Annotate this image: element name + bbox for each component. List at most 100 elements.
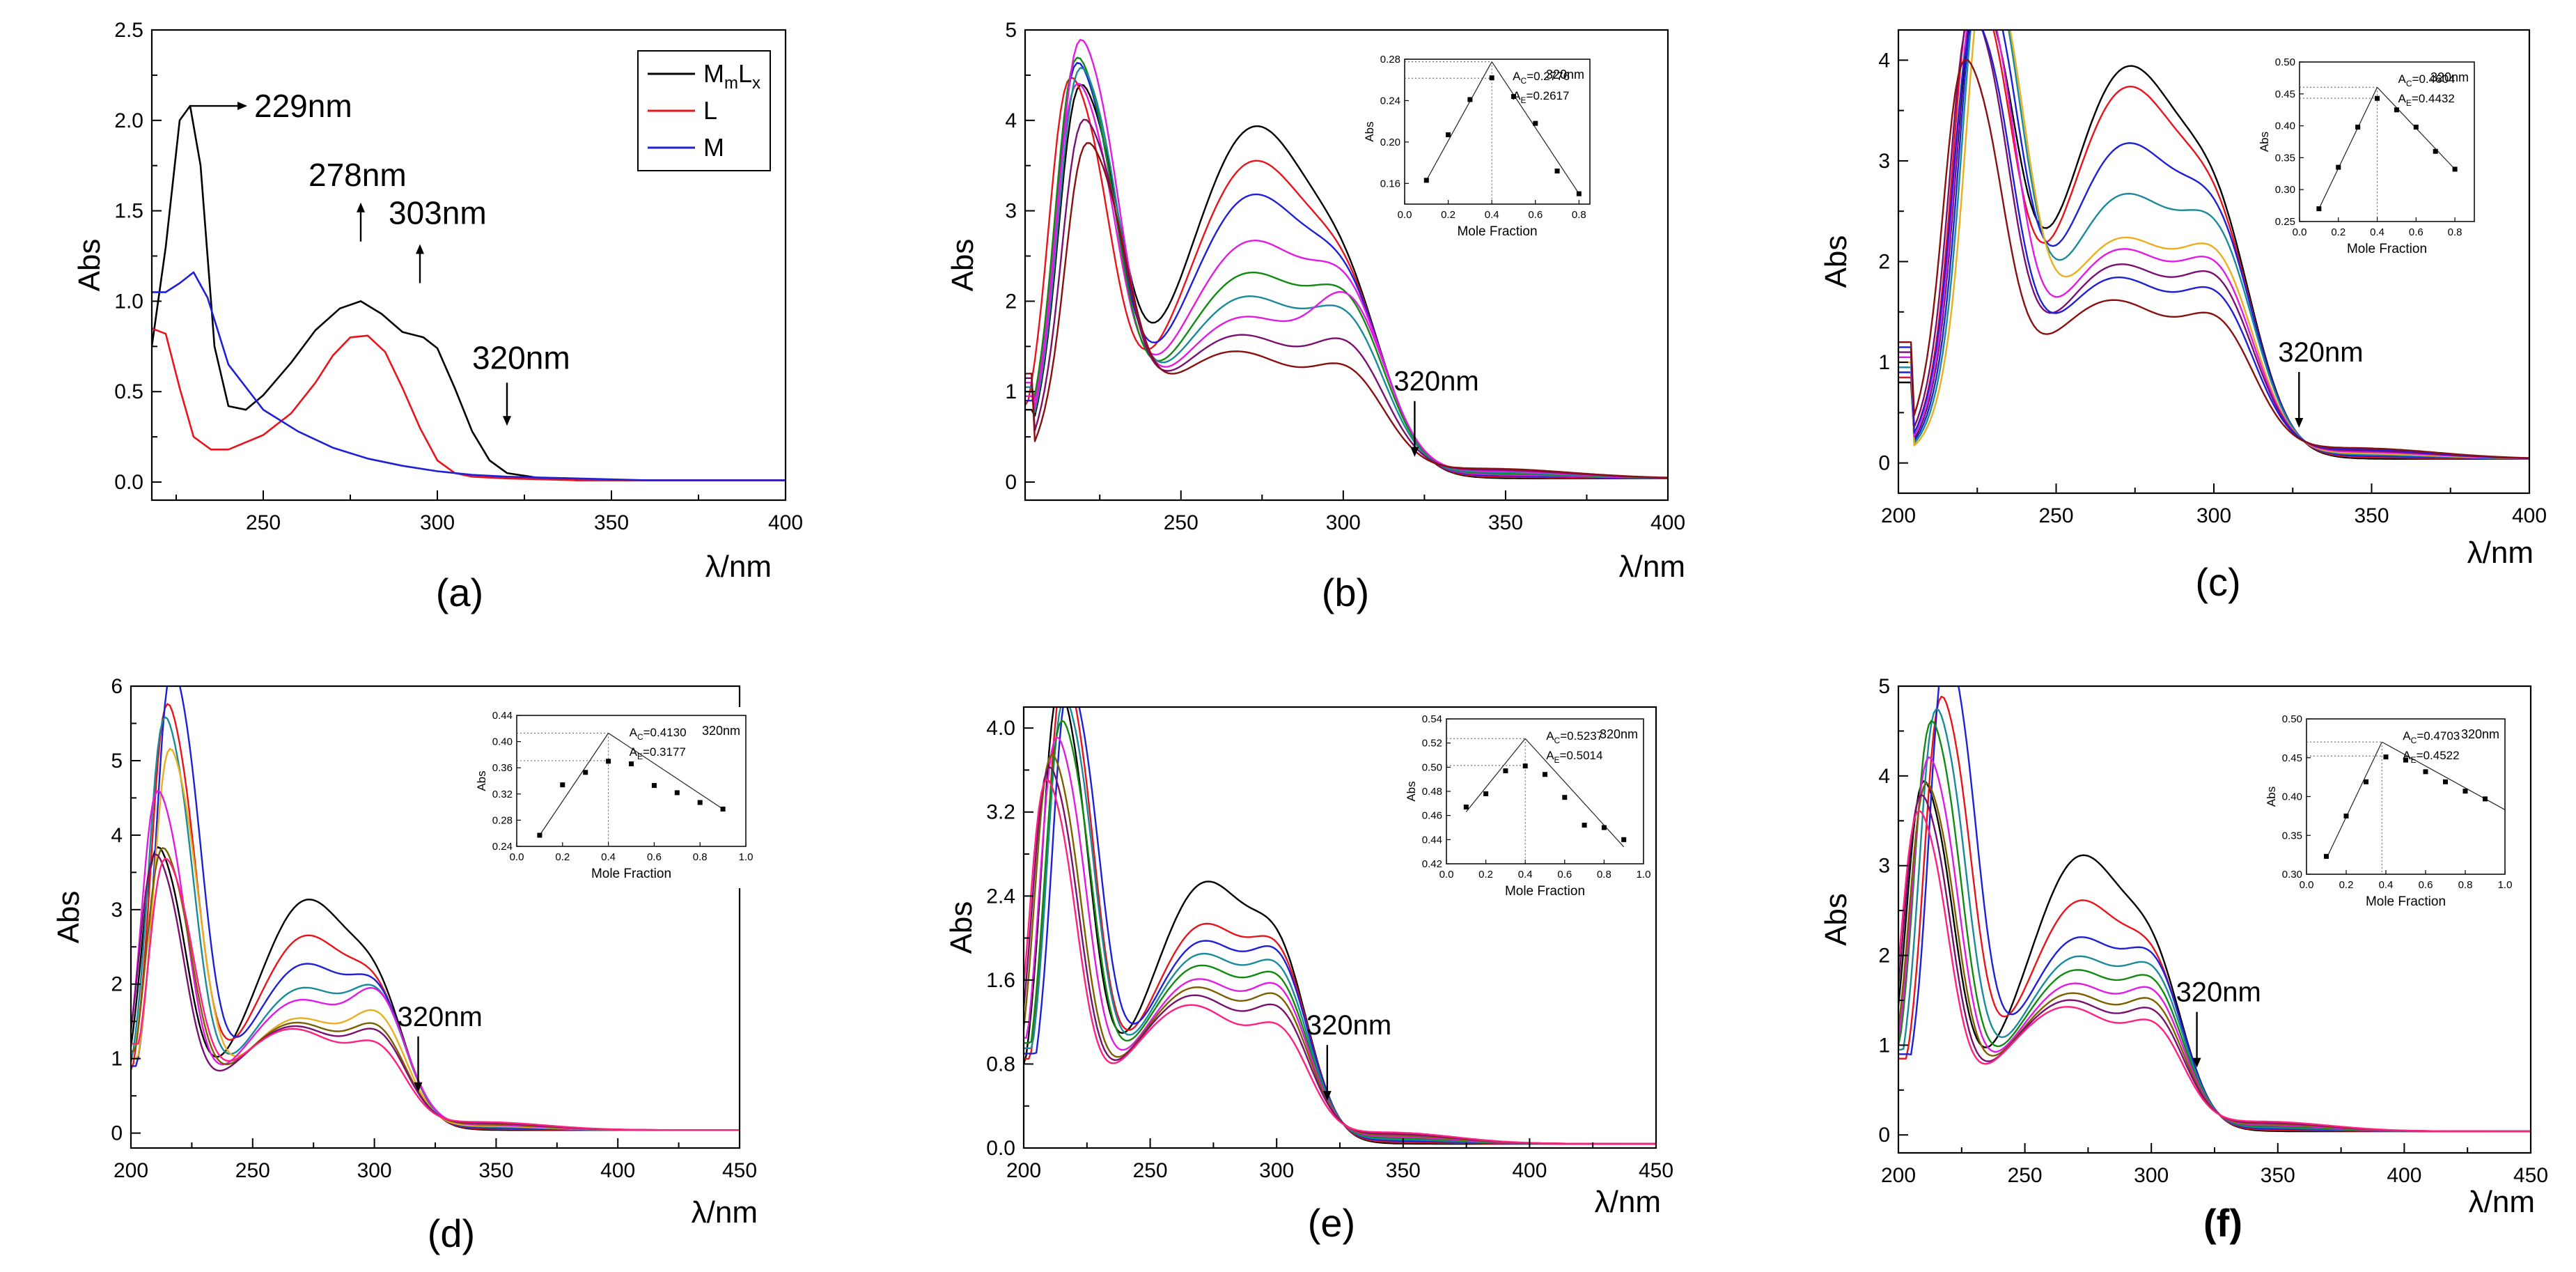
inset-y-tick-label: 0.20 [1380, 137, 1400, 148]
x-tick-label: 450 [2513, 1164, 2548, 1187]
y-tick-label: 2 [1878, 945, 1890, 968]
inset-wavelength: 320nm [2461, 727, 2499, 741]
legend-label: L [703, 96, 717, 125]
inset-y-tick-label: 0.30 [2282, 869, 2302, 881]
inset-x-tick-label: 0.0 [2300, 879, 2314, 891]
x-tick-label: 400 [768, 511, 803, 534]
series-group [131, 686, 740, 1131]
inset-data-point [674, 790, 680, 796]
inset-y-tick-label: 0.45 [2282, 752, 2302, 764]
y-tick-label: 0 [1005, 471, 1017, 494]
inset-x-tick-label: 0.6 [2409, 226, 2423, 238]
inset-data-point [2355, 124, 2361, 130]
legend-label: MmLx [703, 59, 760, 93]
x-tick-label: 200 [114, 1159, 148, 1182]
inset-x-tick-label: 0.0 [1398, 209, 1412, 221]
inset-x-tick-label: 0.8 [1572, 209, 1586, 221]
inset-ac-value: =0.4604 [2412, 72, 2456, 86]
annotation-label: 320nm [2278, 337, 2363, 368]
annotation-label: 303nm [389, 194, 487, 231]
series-line [1898, 30, 2529, 459]
inset-data-point [1543, 772, 1547, 777]
inset-data-point [1533, 121, 1538, 126]
y-axis-label: Abs [944, 901, 978, 954]
inset-fit-line [1426, 61, 1492, 181]
inset-y-label: Abs [2258, 132, 2271, 152]
x-tick-label: 450 [722, 1159, 757, 1182]
inset-chart: 0.0 0.2 0.4 0.6 0.8 1.0 0.24 0.28 0.32 0.36 0.40 0.… [474, 707, 754, 888]
inset-fit-line [1524, 738, 1625, 848]
inset-data-point [2443, 779, 2448, 784]
inset-data-point [1463, 805, 1469, 810]
inset-data-point [1554, 168, 1560, 173]
y-tick-label: 2 [1878, 251, 1890, 274]
annotation: 320nm [1306, 1010, 1391, 1101]
panel-caption: (f) [2203, 1201, 2242, 1245]
inset-x-label: Mole Fraction [2366, 894, 2446, 909]
annotation: 320nm [2176, 977, 2261, 1068]
inset-ac-value: =0.5237 [1560, 729, 1603, 743]
x-tick-label: 250 [2008, 1164, 2043, 1187]
inset-wavelength: 320nm [702, 724, 740, 738]
inset-data-point [2375, 95, 2380, 101]
inset-y-tick-label: 0.24 [492, 841, 513, 853]
inset-chart: 0.0 0.2 0.4 0.6 0.8 1.0 0.30 0.35 0.40 0.45 0.50 Mo… [2263, 711, 2513, 916]
x-tick-label: 400 [1512, 1159, 1547, 1182]
inset-ae-label: AE=0.2617 [1513, 89, 1569, 105]
inset-x-tick-label: 0.6 [1528, 209, 1543, 221]
inset-data-point [697, 800, 703, 805]
inset-data-point [629, 761, 634, 767]
y-tick-label: 5 [111, 750, 123, 773]
inset-ac-value: =0.2776 [1527, 70, 1570, 83]
y-axis-label: Abs [52, 891, 86, 944]
annotation-label: 320nm [472, 339, 570, 375]
inset-data-point [1511, 93, 1516, 99]
inset-y-tick-label: 0.32 [492, 789, 513, 800]
annotation-arrowhead [357, 202, 365, 212]
y-tick-label: 1 [1878, 351, 1890, 374]
inset-ae-sub: E [1521, 95, 1527, 105]
inset-data-point [2462, 789, 2468, 794]
inset-y-tick-label: 0.36 [492, 762, 513, 774]
inset-ae-value: =0.4522 [2417, 749, 2460, 762]
inset-data-point [1522, 763, 1528, 769]
inset-data-point [2403, 757, 2408, 763]
x-tick-label: 350 [594, 511, 629, 534]
inset-ac-prefix: A [1513, 70, 1521, 83]
series-line [1025, 142, 1668, 479]
x-axis-label: λ/nm [1595, 1185, 1661, 1219]
chart-panel-5: 200 250 300 350 400 450 0.0 0.8 1.6 2.4 3.2 4.0 λ/nm… [944, 706, 1673, 1245]
inset-x-tick-label: 0.6 [2419, 879, 2433, 891]
annotation: 320nm [1394, 366, 1479, 457]
inset-y-tick-label: 0.50 [2275, 56, 2295, 68]
inset-frame [516, 715, 747, 847]
x-tick-label: 400 [1650, 511, 1685, 534]
annotation-label: 320nm [1306, 1010, 1391, 1041]
inset-fit-line [2318, 87, 2378, 209]
inset-data-point [2394, 107, 2399, 113]
inset-y-tick-label: 0.46 [1422, 810, 1442, 822]
inset-x-tick-label: 1.0 [739, 851, 754, 863]
inset-data-point [1621, 837, 1627, 842]
x-tick-label: 300 [420, 511, 455, 534]
chart-panel-4: 200 250 300 350 400 450 0 1 2 3 4 5 6 λ/nm Abs (d) 320nm… [52, 675, 758, 1255]
panel-caption: (b) [1322, 571, 1369, 614]
annotation-label: 320nm [398, 1002, 483, 1032]
inset-data-point [1483, 791, 1489, 796]
inset-background [2263, 711, 2513, 916]
x-tick-label: 200 [1881, 504, 1916, 527]
x-tick-label: 300 [2196, 504, 2231, 527]
series-line [1898, 30, 2529, 460]
legend-label-part: x [752, 74, 760, 93]
annotation-arrowhead [1410, 447, 1419, 457]
inset-x-tick-label: 0.6 [647, 851, 662, 863]
series-line [131, 853, 740, 1131]
inset-y-tick-label: 0.40 [2275, 121, 2295, 132]
inset-x-tick-label: 0.4 [1485, 209, 1499, 221]
y-tick-label: 4 [1878, 49, 1890, 72]
y-tick-label: 0.0 [986, 1137, 1015, 1160]
inset-x-tick-label: 0.0 [2293, 226, 2307, 238]
inset-ac-label: AC=0.5237 [1546, 729, 1603, 745]
series-line [1898, 30, 2529, 460]
